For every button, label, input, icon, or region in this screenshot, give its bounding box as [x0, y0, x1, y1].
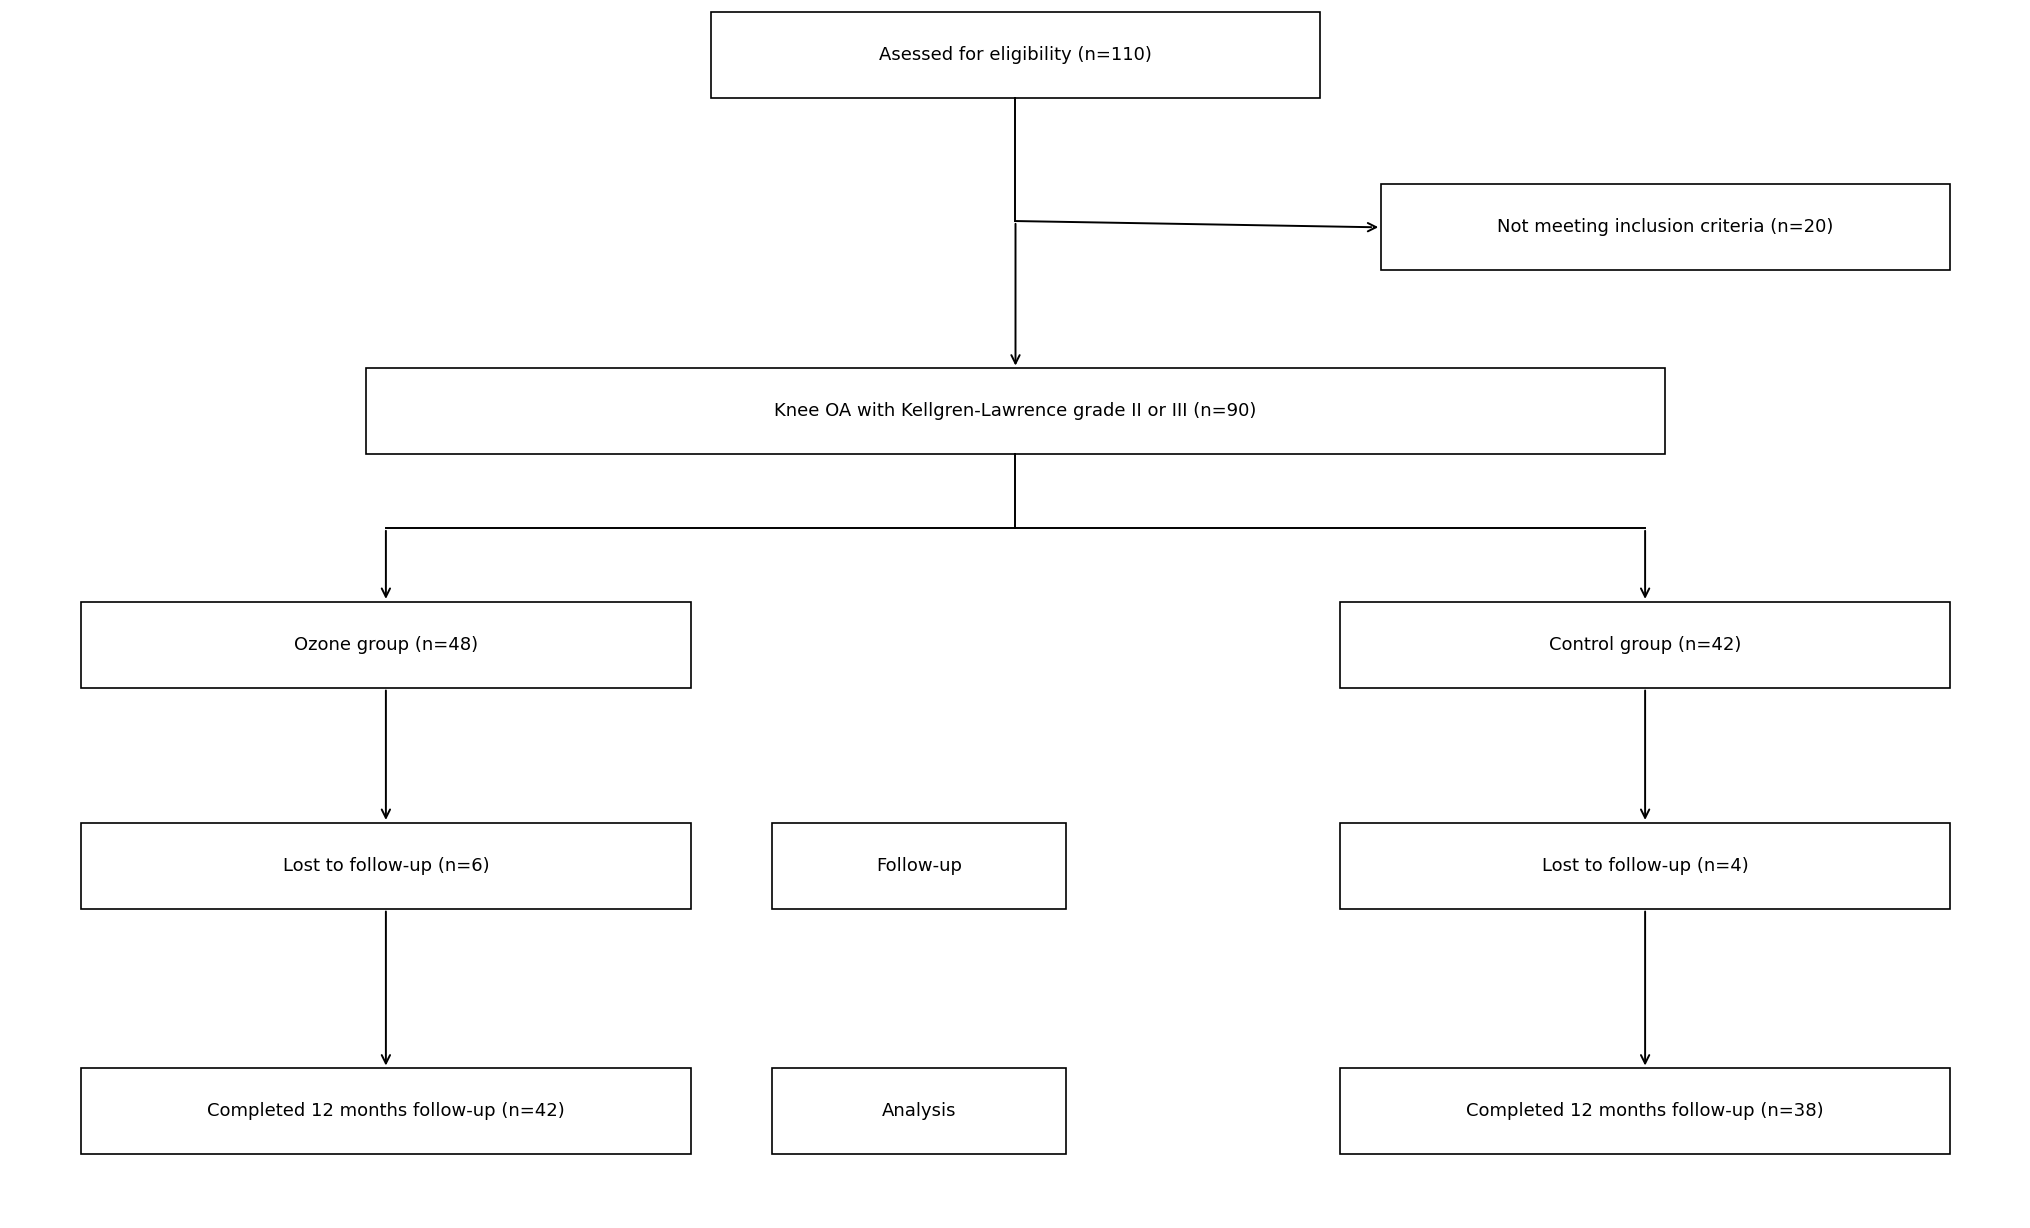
- Text: Follow-up: Follow-up: [875, 857, 962, 874]
- FancyBboxPatch shape: [81, 823, 690, 909]
- FancyBboxPatch shape: [710, 12, 1320, 98]
- Text: Lost to follow-up (n=4): Lost to follow-up (n=4): [1541, 857, 1748, 874]
- FancyBboxPatch shape: [1340, 1068, 1949, 1154]
- Text: Asessed for eligibility (n=110): Asessed for eligibility (n=110): [879, 47, 1151, 64]
- FancyBboxPatch shape: [81, 1068, 690, 1154]
- Text: Ozone group (n=48): Ozone group (n=48): [294, 636, 477, 653]
- FancyBboxPatch shape: [365, 368, 1665, 454]
- Text: Analysis: Analysis: [881, 1103, 956, 1120]
- FancyBboxPatch shape: [1380, 184, 1949, 270]
- FancyBboxPatch shape: [771, 1068, 1066, 1154]
- Text: Completed 12 months follow-up (n=42): Completed 12 months follow-up (n=42): [207, 1103, 564, 1120]
- Text: Lost to follow-up (n=6): Lost to follow-up (n=6): [282, 857, 489, 874]
- FancyBboxPatch shape: [81, 602, 690, 688]
- Text: Not meeting inclusion criteria (n=20): Not meeting inclusion criteria (n=20): [1496, 219, 1833, 236]
- Text: Knee OA with Kellgren-Lawrence grade II or III (n=90): Knee OA with Kellgren-Lawrence grade II …: [773, 403, 1257, 420]
- FancyBboxPatch shape: [1340, 823, 1949, 909]
- Text: Completed 12 months follow-up (n=38): Completed 12 months follow-up (n=38): [1466, 1103, 1823, 1120]
- FancyBboxPatch shape: [771, 823, 1066, 909]
- FancyBboxPatch shape: [1340, 602, 1949, 688]
- Text: Control group (n=42): Control group (n=42): [1549, 636, 1740, 653]
